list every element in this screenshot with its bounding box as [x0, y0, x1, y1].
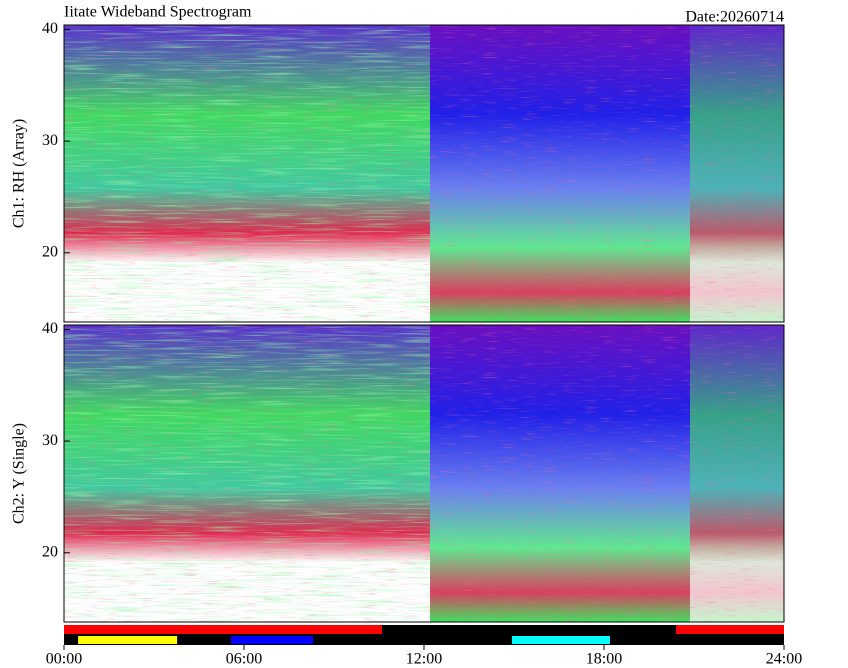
y-tick-label: 30	[42, 432, 58, 449]
x-tick-label: 24:00	[766, 651, 802, 668]
y-tick-label: 40	[42, 320, 58, 337]
status-segment	[676, 625, 784, 634]
y-axis-label: Ch1: RH (Array)	[11, 119, 28, 228]
spectrogram-panel-1	[64, 25, 784, 322]
status-segment	[231, 636, 313, 644]
x-tick-label: 06:00	[226, 651, 262, 668]
y-tick-label: 30	[42, 132, 58, 149]
y-tick-label: 20	[42, 243, 58, 260]
status-segment	[78, 636, 178, 644]
spectrogram-panel-2	[64, 325, 784, 622]
chart-title: Iitate Wideband Spectrogram	[64, 4, 252, 21]
plot-frame	[63, 24, 785, 323]
x-tick-label: 00:00	[46, 651, 82, 668]
status-segment	[64, 625, 382, 634]
y-tick-label: 40	[42, 20, 58, 37]
plot-frame	[63, 324, 785, 623]
x-tick-label: 18:00	[586, 651, 622, 668]
y-axis-label: Ch2: Y (Single)	[11, 423, 28, 524]
date-label: Date:20260714	[685, 9, 784, 26]
x-tick-label: 12:00	[406, 651, 442, 668]
y-tick-label: 20	[42, 543, 58, 560]
status-segment	[511, 636, 610, 644]
